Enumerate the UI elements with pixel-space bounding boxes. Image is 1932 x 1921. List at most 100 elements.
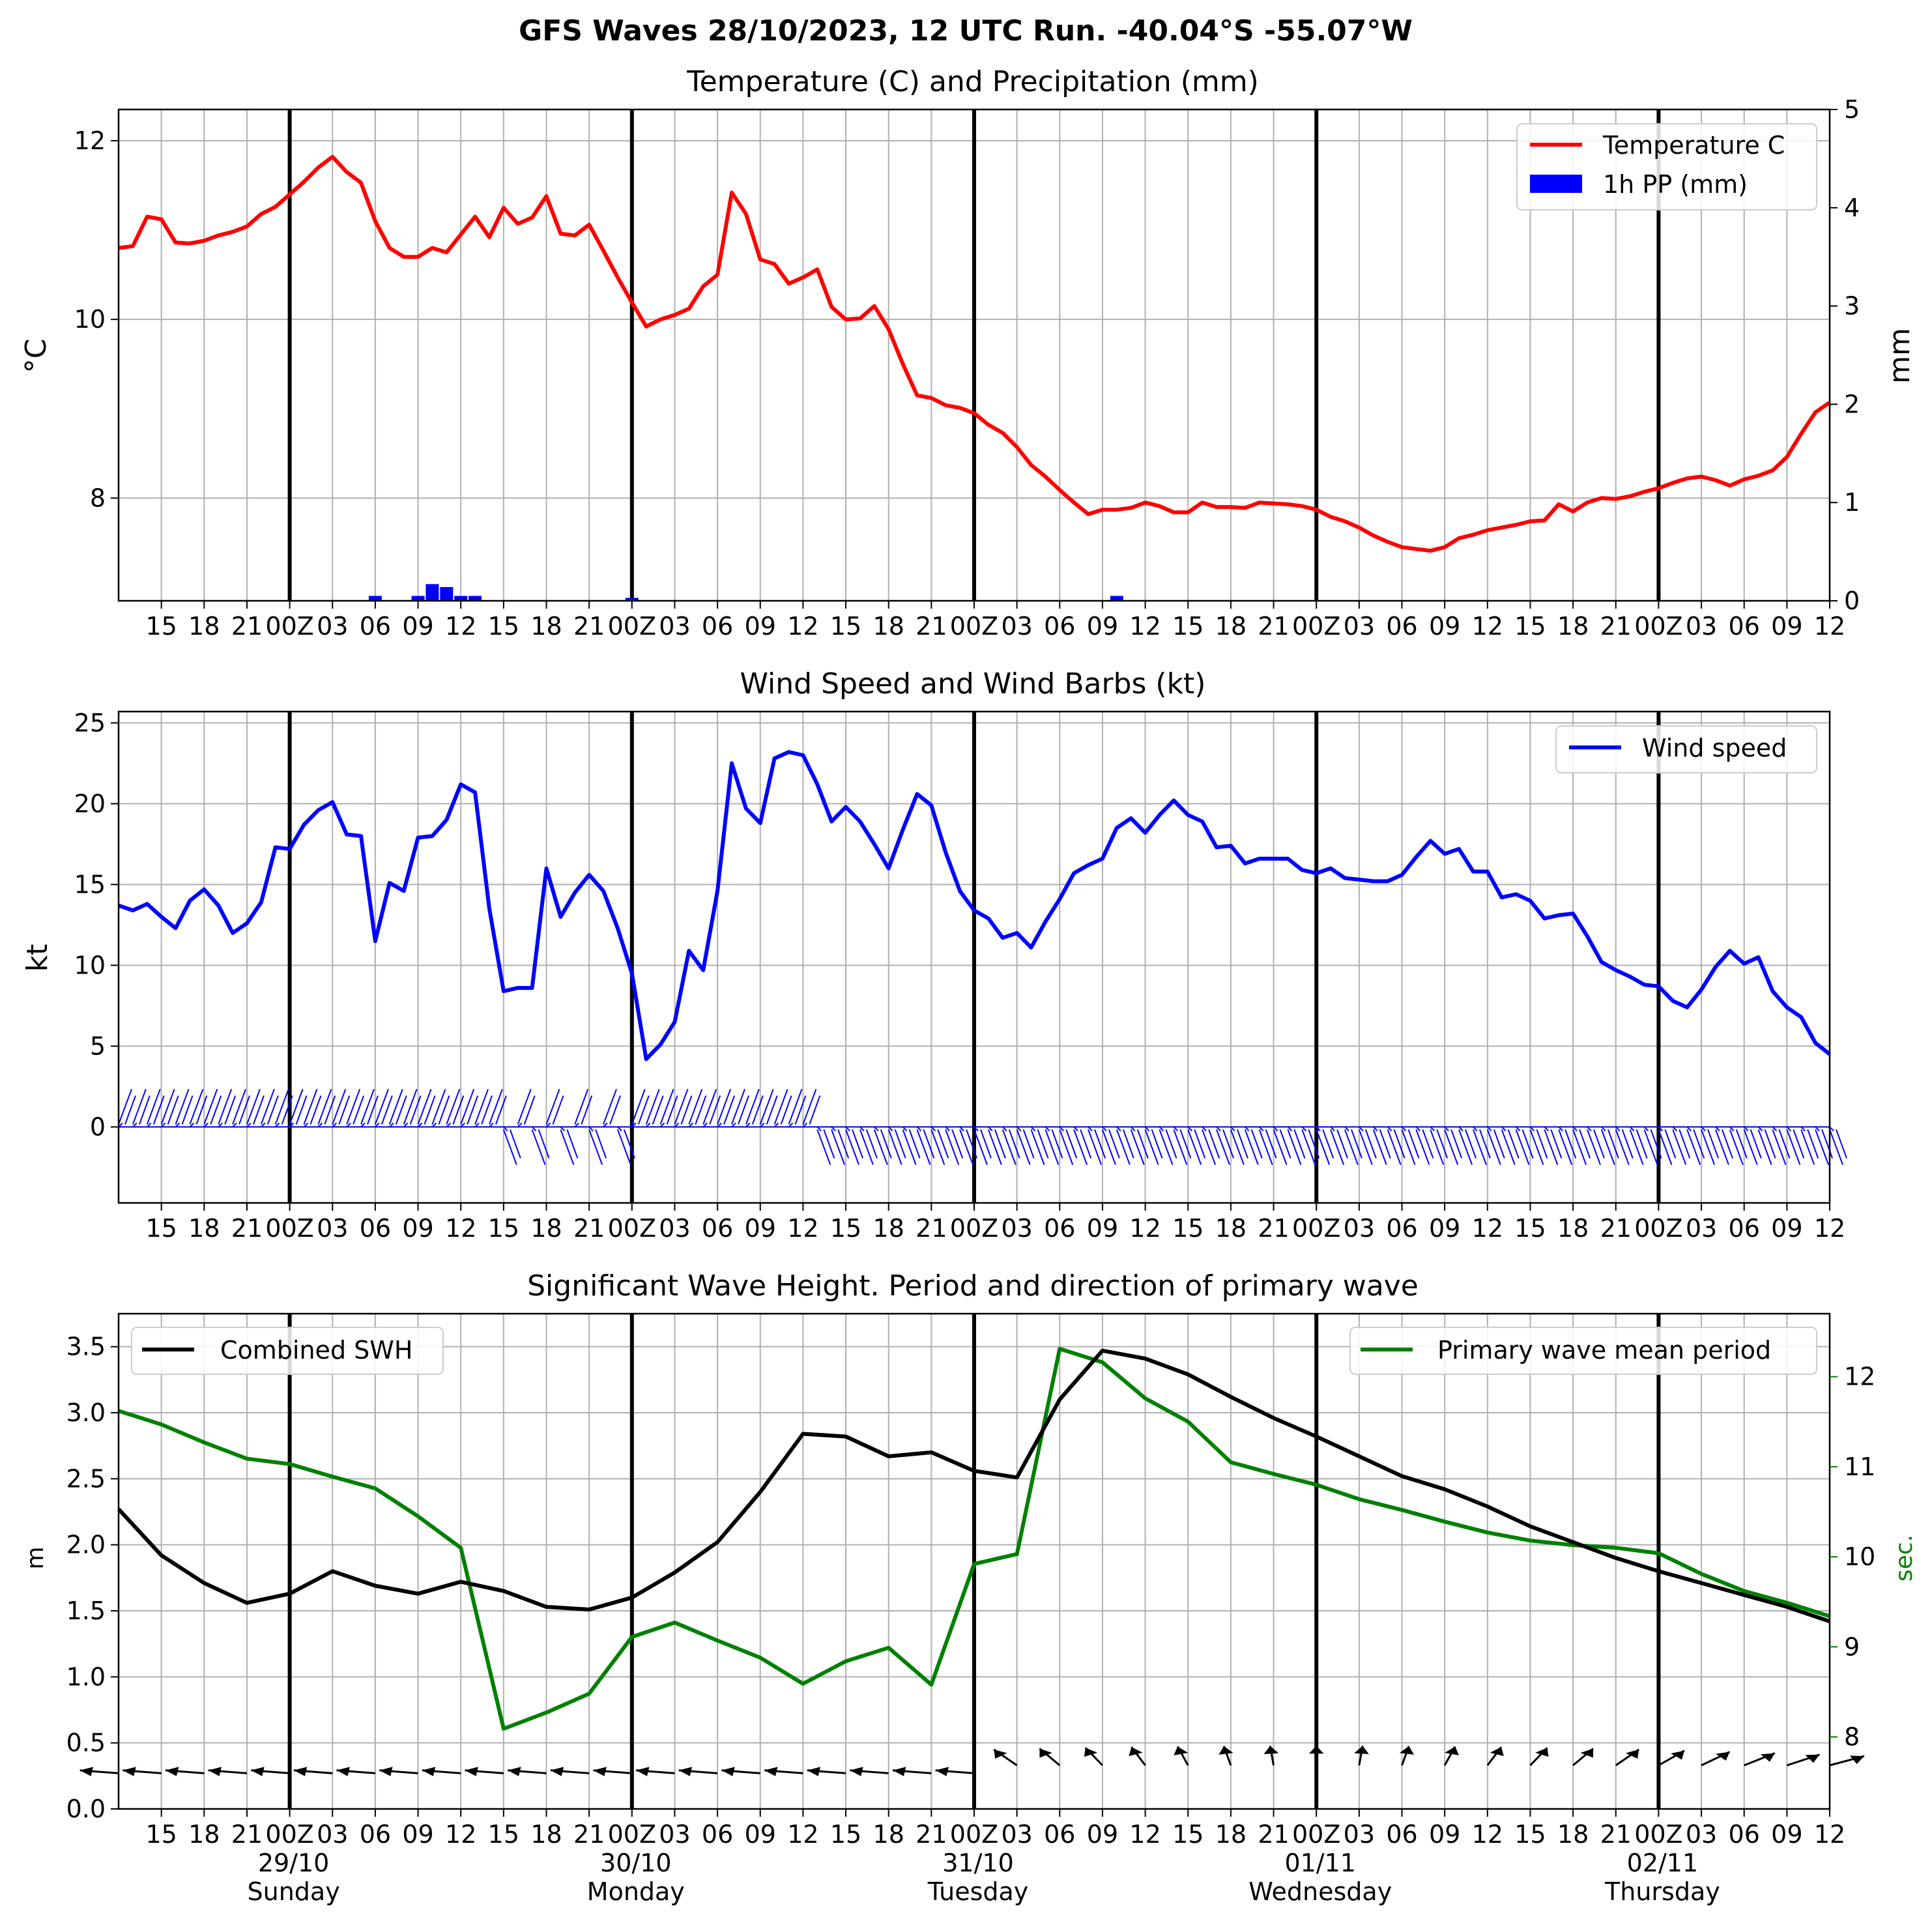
x-tick-label: 15 bbox=[830, 1214, 861, 1243]
panel3-grid bbox=[119, 1314, 1830, 1810]
y-right-tick-label: 8 bbox=[1844, 1722, 1860, 1751]
wind-barb-flag bbox=[1208, 1129, 1220, 1159]
wind-barb-flag bbox=[1679, 1129, 1691, 1159]
wind-barb-flag bbox=[1407, 1129, 1420, 1159]
wind-barb-flag bbox=[1529, 1129, 1544, 1165]
day-name-label: Wednesday bbox=[1248, 1877, 1392, 1906]
x-tick-label: 06 bbox=[1044, 612, 1075, 641]
legend-swh-label: Combined SWH bbox=[220, 1336, 412, 1365]
wind-barb-flag bbox=[1587, 1129, 1601, 1165]
x-tick-label: 03 bbox=[1001, 1820, 1032, 1849]
wind-barb-flag bbox=[1116, 1129, 1131, 1165]
legend-precip-swatch bbox=[1530, 175, 1582, 193]
wind-barb-flag bbox=[1458, 1129, 1473, 1165]
wind-barb-flag bbox=[395, 1095, 407, 1125]
precip-bar bbox=[454, 596, 468, 601]
wind-barb-flag bbox=[118, 1089, 132, 1125]
wave-direction-arrowhead bbox=[1625, 1749, 1639, 1759]
wind-barb-flag bbox=[865, 1129, 878, 1159]
wind-barb-flag bbox=[688, 1089, 703, 1125]
wind-legend: Wind speed bbox=[1555, 725, 1817, 773]
wind-barb-flag bbox=[1008, 1129, 1020, 1159]
wind-barb-flag bbox=[1615, 1129, 1630, 1165]
x-tick-label: 12 bbox=[445, 1214, 476, 1243]
wind-barb-flag bbox=[1250, 1129, 1263, 1159]
day-date-label: 01/11 bbox=[1284, 1849, 1356, 1877]
y-tick-label: 0.0 bbox=[66, 1795, 106, 1823]
x-tick-label: 15 bbox=[1172, 612, 1204, 641]
wind-barb-flag bbox=[1493, 1129, 1505, 1159]
x-tick-label: 00Z bbox=[1634, 1214, 1682, 1243]
wave-direction-arrowhead bbox=[1129, 1747, 1143, 1756]
wave-direction-arrowhead bbox=[1671, 1750, 1684, 1760]
day-name-label: Tuesday bbox=[927, 1877, 1029, 1906]
wind-barb-flag bbox=[160, 1089, 175, 1125]
wind-barb-flag bbox=[959, 1129, 974, 1165]
legend-box bbox=[1516, 123, 1817, 210]
wind-barb-flag bbox=[1022, 1129, 1035, 1159]
wind-barb-flag bbox=[1151, 1129, 1163, 1159]
wind-barb-flag bbox=[1244, 1129, 1259, 1165]
y-right-tick-label: 9 bbox=[1844, 1632, 1860, 1661]
wave-direction-arrowhead bbox=[336, 1767, 350, 1776]
wind-barb-flag bbox=[723, 1095, 736, 1125]
wind-barb-flag bbox=[1108, 1129, 1120, 1159]
wind-barb-flag bbox=[1486, 1129, 1501, 1165]
wind-barb-flag bbox=[1344, 1129, 1359, 1165]
wind-barb-flag bbox=[1016, 1129, 1031, 1165]
wind-barb-flag bbox=[994, 1129, 1006, 1159]
y-right-tick-label: 10 bbox=[1844, 1542, 1875, 1571]
wave-direction-arrowhead bbox=[893, 1767, 906, 1776]
wind-barb-flag bbox=[246, 1089, 261, 1125]
swh-axis-label: m bbox=[22, 1546, 49, 1569]
x-tick-label: 09 bbox=[402, 1214, 433, 1243]
period-line bbox=[118, 1346, 1830, 1731]
wind-barb-flag bbox=[1544, 1129, 1559, 1165]
panel1-axes: 15 18 21 00Z 03 06 09 12 15 18 21 00Z 03 06 09 12 15 18 21… bbox=[74, 95, 1860, 641]
wind-barb-flag bbox=[1521, 1129, 1534, 1159]
x-tick-label: 18 bbox=[1215, 1214, 1247, 1243]
wind-barb-flag bbox=[1379, 1129, 1391, 1159]
wave-direction-arrowhead bbox=[1580, 1748, 1593, 1758]
wave-direction-arrowhead bbox=[1084, 1748, 1098, 1757]
wind-barb-flag bbox=[1821, 1129, 1834, 1159]
y-tick-label: 15 bbox=[74, 870, 106, 899]
x-tick-label: 06 bbox=[702, 1214, 733, 1243]
x-tick-label: 21 bbox=[916, 1820, 947, 1849]
day-date-label: 02/11 bbox=[1627, 1849, 1699, 1877]
x-tick-label: 21 bbox=[231, 1820, 263, 1849]
y-tick-label: 0 bbox=[90, 1112, 106, 1141]
x-tick-label: 09 bbox=[745, 1214, 776, 1243]
wind-barb-flag bbox=[152, 1095, 165, 1125]
wind-barb-flag bbox=[1202, 1129, 1217, 1165]
wind-barb-flag bbox=[873, 1129, 888, 1165]
wind-barb-flag bbox=[1273, 1129, 1288, 1165]
y-tick-label: 0.5 bbox=[66, 1729, 106, 1757]
x-tick-label: 03 bbox=[1344, 1820, 1375, 1849]
x-tick-label: 21 bbox=[1258, 1214, 1289, 1243]
wind-barb-flag bbox=[788, 1089, 803, 1125]
x-tick-label: 18 bbox=[873, 1214, 904, 1243]
wave-direction-arrowhead bbox=[1308, 1746, 1324, 1754]
y-right-tick-label: 4 bbox=[1844, 194, 1860, 222]
wind-barb-flag bbox=[1686, 1129, 1701, 1165]
x-tick-label: 12 bbox=[445, 1820, 476, 1849]
wave-direction-arrowhead bbox=[1354, 1746, 1369, 1754]
wind-barb-flag bbox=[1701, 1129, 1715, 1165]
x-tick-label: 12 bbox=[1472, 1214, 1503, 1243]
wind-barb-flag bbox=[403, 1089, 418, 1125]
wind-barb-flag bbox=[1308, 1129, 1320, 1159]
wave-direction-arrowhead bbox=[79, 1767, 94, 1776]
x-tick-label: 12 bbox=[1472, 1820, 1503, 1849]
wind-barb-flag bbox=[1558, 1129, 1573, 1165]
x-tick-label: 09 bbox=[1087, 612, 1118, 641]
wind-barb-flag bbox=[474, 1089, 489, 1125]
x-tick-label: 15 bbox=[1172, 1214, 1204, 1243]
wind-barb-flag bbox=[937, 1129, 949, 1159]
y-tick-label: 3.0 bbox=[66, 1398, 106, 1427]
wave-direction-arrowhead bbox=[1760, 1753, 1775, 1762]
wind-barb-flag bbox=[517, 1089, 532, 1125]
x-tick-label: 09 bbox=[1429, 1820, 1460, 1849]
